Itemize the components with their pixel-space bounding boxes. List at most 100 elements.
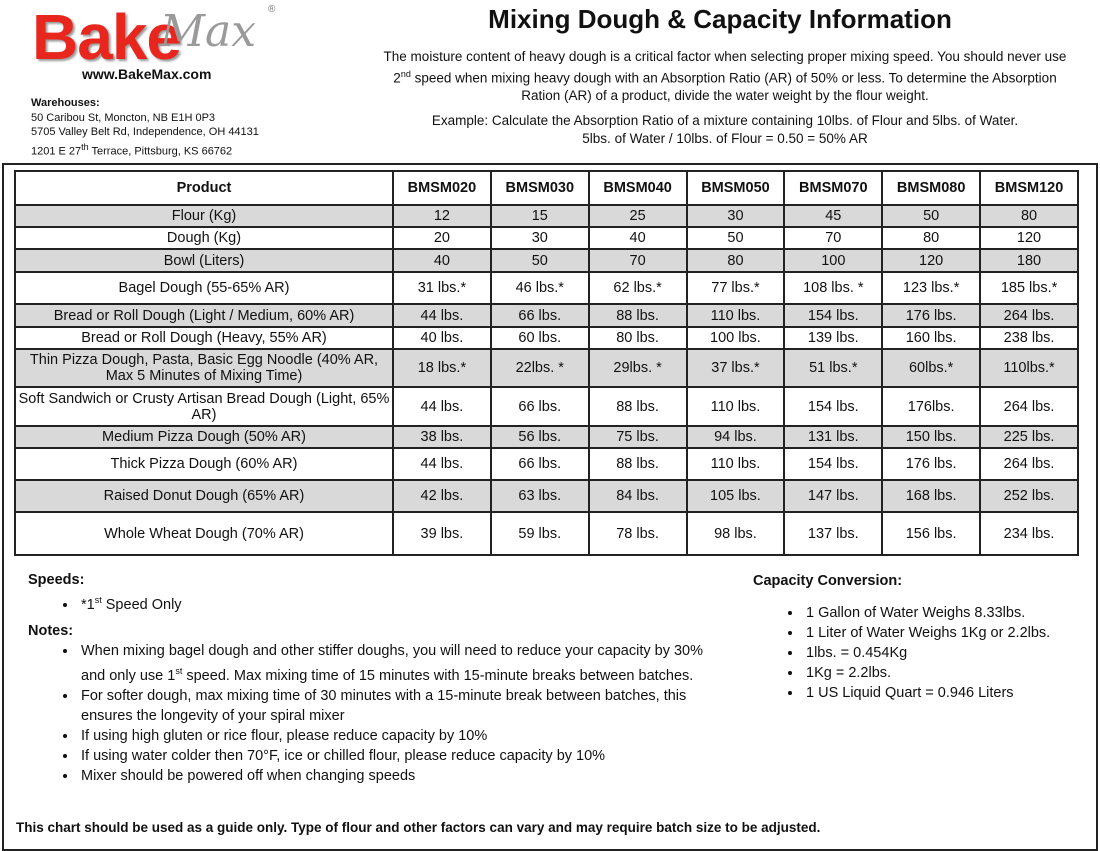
row-label: Soft Sandwich or Crusty Artisan Bread Do… <box>14 386 394 427</box>
column-header: BMSM040 <box>587 170 688 206</box>
list-item: Mixer should be powered off when changin… <box>78 766 708 786</box>
cell: 147 lbs. <box>783 479 884 513</box>
cell: 22lbs. * <box>489 348 590 388</box>
example-line: Example: Calculate the Absorption Ratio … <box>431 113 1019 128</box>
text-after: Terrace, Pittsburg, KS 66762 <box>88 145 233 158</box>
cell: 156 lbs. <box>881 511 982 556</box>
list-item: 1 Liter of Water Weighs 1Kg or 2.2lbs. <box>803 623 1093 643</box>
cell: 105 lbs. <box>685 479 786 513</box>
cell: 20 <box>392 226 492 250</box>
table-row: Thick Pizza Dough (60% AR) 44 lbs. 66 lbs.… <box>14 447 1079 481</box>
footer: This chart should be used as a guide onl… <box>16 820 821 835</box>
table-row: Flour (Kg) 12 15 25 30 45 50 80 <box>14 204 1079 228</box>
cell: 100 <box>783 248 884 273</box>
logo-max: Max <box>160 6 257 57</box>
row-label: Raised Donut Dough (65% AR) <box>14 479 394 513</box>
cell: 63 lbs. <box>489 479 590 513</box>
list-item: 1 Gallon of Water Weighs 8.33lbs. <box>803 603 1093 623</box>
cell: 80 <box>979 204 1079 228</box>
column-header: BMSM020 <box>392 170 492 206</box>
cell: 137 lbs. <box>783 511 884 556</box>
text-sup: st <box>175 666 183 676</box>
cell: 225 lbs. <box>979 425 1079 449</box>
column-header: BMSM080 <box>881 170 982 206</box>
capacity-conversion: Capacity Conversion: 1 Gallon of Water W… <box>753 571 1093 703</box>
cell: 38 lbs. <box>392 425 492 449</box>
text-after: speed when mixing heavy dough with an Ab… <box>410 70 1057 103</box>
cell: 110 lbs. <box>685 447 786 481</box>
cell: 25 <box>587 204 688 228</box>
cell: 40 <box>392 248 492 273</box>
list-item: If using high gluten or rice flour, plea… <box>78 726 708 746</box>
cell: 264 lbs. <box>979 386 1079 427</box>
cell: 37 lbs.* <box>685 348 786 388</box>
capacity-label: Capacity Conversion: <box>753 573 903 589</box>
cell: 60 lbs. <box>489 326 590 350</box>
list-item: 1lbs. = 0.454Kg <box>803 643 1093 663</box>
cell: 60lbs.* <box>881 348 982 388</box>
cell: 150 lbs. <box>881 425 982 449</box>
table-row: Raised Donut Dough (65% AR) 42 lbs. 63 lbs… <box>14 479 1079 513</box>
cell: 80 <box>685 248 786 273</box>
cell: 39 lbs. <box>392 511 492 556</box>
cell: 88 lbs. <box>587 303 688 328</box>
list-item: 1 US Liquid Quart = 0.946 Liters <box>803 683 1093 703</box>
cell: 108 lbs. * <box>783 271 884 305</box>
cell: 78 lbs. <box>587 511 688 556</box>
row-label: Whole Wheat Dough (70% AR) <box>14 511 394 556</box>
text-after: Speed Only <box>101 596 182 613</box>
cell: 264 lbs. <box>979 303 1079 328</box>
row-label: Bowl (Liters) <box>14 248 394 273</box>
cell: 50 <box>685 226 786 250</box>
logo-registered: ® <box>268 4 276 15</box>
cell: 176 lbs. <box>881 303 982 328</box>
table-row: Soft Sandwich or Crusty Artisan Bread Do… <box>14 386 1079 427</box>
row-label: Flour (Kg) <box>14 204 394 228</box>
text-before: *1 <box>81 596 95 613</box>
list-item: For softer dough, max mixing time of 30 … <box>78 686 708 726</box>
warehouse-line: 50 Caribou St, Moncton, NB E1H 0P3 <box>31 111 216 124</box>
table-row: Bread or Roll Dough (Heavy, 55% AR) 40 lb… <box>14 326 1079 350</box>
cell: 252 lbs. <box>979 479 1079 513</box>
table-row: Dough (Kg) 20 30 40 50 70 80 120 <box>14 226 1079 250</box>
text-before: When mixing bagel dough and other stiffe… <box>81 643 703 684</box>
capacity-list: 1 Gallon of Water Weighs 8.33lbs.1 Liter… <box>753 603 1093 703</box>
cell: 66 lbs. <box>489 447 590 481</box>
column-header: BMSM050 <box>685 170 786 206</box>
warehouses: Warehouses: 50 Caribou St, Moncton, NB E… <box>31 96 259 159</box>
cell: 176lbs. <box>881 386 982 427</box>
cell: 264 lbs. <box>979 447 1079 481</box>
warehouse-line: 1201 E 27th Terrace, Pittsburg, KS 66762 <box>31 140 259 159</box>
cell: 44 lbs. <box>392 303 492 328</box>
speeds-list: *1st Speed Only <box>28 590 428 615</box>
cell: 160 lbs. <box>881 326 982 350</box>
row-label: Dough (Kg) <box>14 226 394 250</box>
list-item: When mixing bagel dough and other stiffe… <box>78 641 708 686</box>
cell: 110 lbs. <box>685 386 786 427</box>
intro: The moisture content of heavy dough is a… <box>375 48 1075 104</box>
logo-bake: Bake <box>32 1 182 73</box>
cell: 42 lbs. <box>392 479 492 513</box>
cell: 46 lbs.* <box>489 271 590 305</box>
table-row: Bagel Dough (55-65% AR) 31 lbs.* 46 lbs.* 6… <box>14 271 1079 305</box>
cell: 123 lbs.* <box>881 271 982 305</box>
warehouse-line: 5705 Valley Belt Rd, Independence, OH 44… <box>31 126 259 138</box>
frame <box>2 163 1098 851</box>
cell: 70 <box>587 248 688 273</box>
list-item: 1Kg = 2.2lbs. <box>803 663 1093 683</box>
cell: 88 lbs. <box>587 386 688 427</box>
capacity-table: Product BMSM020 BMSM030 BMSM040 BMSM050 BMSM0… <box>14 170 1079 556</box>
cell: 80 <box>881 226 982 250</box>
text-after: speed. Max mixing time of 15 minutes wit… <box>182 667 694 684</box>
table-row: Bread or Roll Dough (Light / Medium, 60%… <box>14 303 1079 328</box>
cell: 45 <box>783 204 884 228</box>
cell: 50 <box>489 248 590 273</box>
row-label: Bagel Dough (55-65% AR) <box>14 271 394 305</box>
header-row: Product BMSM020 BMSM030 BMSM040 BMSM050 BMSM0… <box>14 170 1079 206</box>
cell: 18 lbs.* <box>392 348 492 388</box>
cell: 94 lbs. <box>685 425 786 449</box>
column-header: BMSM120 <box>979 170 1079 206</box>
example: Example: Calculate the Absorption Ratio … <box>375 112 1075 147</box>
table-row: Whole Wheat Dough (70% AR) 39 lbs. 59 lbs.… <box>14 511 1079 556</box>
